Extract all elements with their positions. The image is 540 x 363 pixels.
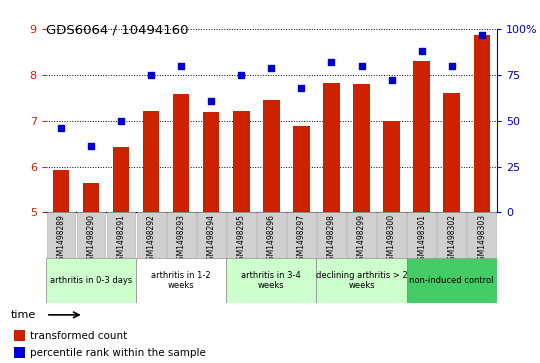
Text: arthritis in 3-4
weeks: arthritis in 3-4 weeks [241,271,301,290]
FancyBboxPatch shape [227,212,256,258]
FancyBboxPatch shape [197,212,226,258]
Bar [53,170,69,212]
Point [387,77,396,83]
FancyBboxPatch shape [106,212,136,258]
FancyBboxPatch shape [46,212,76,258]
Bar [14,347,25,358]
FancyBboxPatch shape [347,212,376,258]
Bar [113,147,129,212]
Point [177,63,186,69]
Text: GSM1498302: GSM1498302 [447,214,456,265]
Bar [83,183,99,212]
Point [417,48,426,54]
Point [297,85,306,91]
Bar [233,111,249,212]
Bar [443,93,460,212]
Point [86,143,96,149]
Bar [143,111,159,212]
FancyBboxPatch shape [167,212,195,258]
FancyBboxPatch shape [287,212,316,258]
Bar [263,99,280,212]
Point [147,72,156,78]
Text: GSM1498298: GSM1498298 [327,214,336,265]
FancyBboxPatch shape [226,258,316,303]
FancyBboxPatch shape [136,258,226,303]
Bar [474,34,490,212]
Point [447,63,456,69]
Text: transformed count: transformed count [30,331,127,341]
FancyBboxPatch shape [77,212,105,258]
Text: GSM1498292: GSM1498292 [147,214,156,265]
Text: GSM1498301: GSM1498301 [417,214,426,265]
FancyBboxPatch shape [46,258,136,303]
Point [327,59,336,65]
Text: non-induced control: non-induced control [409,276,494,285]
Text: declining arthritis > 2
weeks: declining arthritis > 2 weeks [316,271,407,290]
Text: time: time [11,310,36,321]
Bar [293,126,309,212]
Point [57,125,65,131]
Text: GSM1498294: GSM1498294 [207,214,216,265]
Text: GDS6064 / 10494160: GDS6064 / 10494160 [46,24,188,37]
Text: arthritis in 0-3 days: arthritis in 0-3 days [50,276,132,285]
Point [117,118,125,123]
FancyBboxPatch shape [317,212,346,258]
Bar [173,94,190,212]
Bar [14,330,25,341]
Text: GSM1498296: GSM1498296 [267,214,276,265]
Text: GSM1498295: GSM1498295 [237,214,246,265]
Text: arthritis in 1-2
weeks: arthritis in 1-2 weeks [151,271,211,290]
FancyBboxPatch shape [407,258,497,303]
Text: GSM1498300: GSM1498300 [387,214,396,265]
Point [207,98,215,103]
Text: GSM1498289: GSM1498289 [57,214,65,265]
FancyBboxPatch shape [257,212,286,258]
Text: GSM1498293: GSM1498293 [177,214,186,265]
Text: GSM1498303: GSM1498303 [477,214,486,265]
FancyBboxPatch shape [467,212,496,258]
Bar [414,61,430,212]
Text: GSM1498291: GSM1498291 [117,214,126,265]
Point [477,32,486,37]
Text: GSM1498297: GSM1498297 [297,214,306,265]
Bar [383,121,400,212]
Point [237,72,246,78]
Text: GSM1498290: GSM1498290 [86,214,96,265]
FancyBboxPatch shape [407,212,436,258]
FancyBboxPatch shape [437,212,466,258]
Point [357,63,366,69]
Text: percentile rank within the sample: percentile rank within the sample [30,347,206,358]
FancyBboxPatch shape [316,258,407,303]
Bar [323,83,340,212]
Point [267,65,275,70]
FancyBboxPatch shape [377,212,406,258]
Text: GSM1498299: GSM1498299 [357,214,366,265]
FancyBboxPatch shape [137,212,166,258]
Bar [353,85,370,212]
Bar [203,111,219,212]
